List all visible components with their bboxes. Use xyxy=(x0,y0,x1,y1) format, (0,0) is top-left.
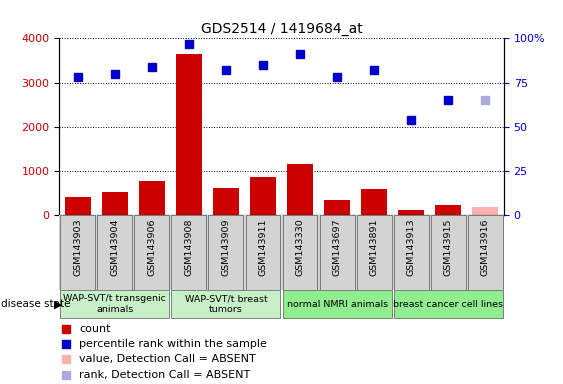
Text: normal NMRI animals: normal NMRI animals xyxy=(287,300,388,309)
Bar xyxy=(320,215,355,290)
Bar xyxy=(357,215,392,290)
Bar xyxy=(176,54,202,215)
Text: rank, Detection Call = ABSENT: rank, Detection Call = ABSENT xyxy=(79,370,251,380)
Bar xyxy=(245,215,280,290)
Text: GSM143903: GSM143903 xyxy=(73,218,82,276)
Text: value, Detection Call = ABSENT: value, Detection Call = ABSENT xyxy=(79,354,256,364)
Text: GSM143913: GSM143913 xyxy=(406,218,415,276)
Bar xyxy=(398,210,424,215)
Text: GSM143909: GSM143909 xyxy=(221,218,230,276)
Bar xyxy=(431,215,466,290)
Bar xyxy=(60,215,95,290)
Bar xyxy=(60,291,169,318)
Bar xyxy=(102,192,128,215)
Bar xyxy=(324,200,350,215)
Bar xyxy=(361,189,387,215)
Text: GSM143908: GSM143908 xyxy=(184,218,193,276)
Bar xyxy=(171,291,280,318)
Text: GSM143330: GSM143330 xyxy=(296,218,305,276)
Bar xyxy=(394,215,428,290)
Bar xyxy=(435,205,461,215)
Text: breast cancer cell lines: breast cancer cell lines xyxy=(394,300,503,309)
Text: WAP-SVT/t breast
tumors: WAP-SVT/t breast tumors xyxy=(185,294,267,314)
Bar xyxy=(171,215,206,290)
Bar xyxy=(283,291,392,318)
Title: GDS2514 / 1419684_at: GDS2514 / 1419684_at xyxy=(200,22,363,36)
Bar xyxy=(139,180,165,215)
Text: disease state: disease state xyxy=(1,299,70,310)
Bar xyxy=(213,188,239,215)
Text: WAP-SVT/t transgenic
animals: WAP-SVT/t transgenic animals xyxy=(63,294,166,314)
Bar xyxy=(135,215,169,290)
Text: GSM143891: GSM143891 xyxy=(370,218,379,276)
Bar xyxy=(65,197,91,215)
Bar xyxy=(287,164,313,215)
Text: GSM143911: GSM143911 xyxy=(258,218,267,276)
Text: GSM143916: GSM143916 xyxy=(481,218,490,276)
Bar xyxy=(394,291,503,318)
Text: GSM143915: GSM143915 xyxy=(444,218,453,276)
Bar xyxy=(283,215,318,290)
Text: ▶: ▶ xyxy=(54,299,62,310)
Bar xyxy=(208,215,243,290)
Text: GSM143904: GSM143904 xyxy=(110,218,119,276)
Text: count: count xyxy=(79,324,111,334)
Bar xyxy=(250,177,276,215)
Bar xyxy=(97,215,132,290)
Bar xyxy=(472,207,498,215)
Text: GSM143906: GSM143906 xyxy=(148,218,157,276)
Bar xyxy=(468,215,503,290)
Text: GSM143697: GSM143697 xyxy=(333,218,342,276)
Text: percentile rank within the sample: percentile rank within the sample xyxy=(79,339,267,349)
